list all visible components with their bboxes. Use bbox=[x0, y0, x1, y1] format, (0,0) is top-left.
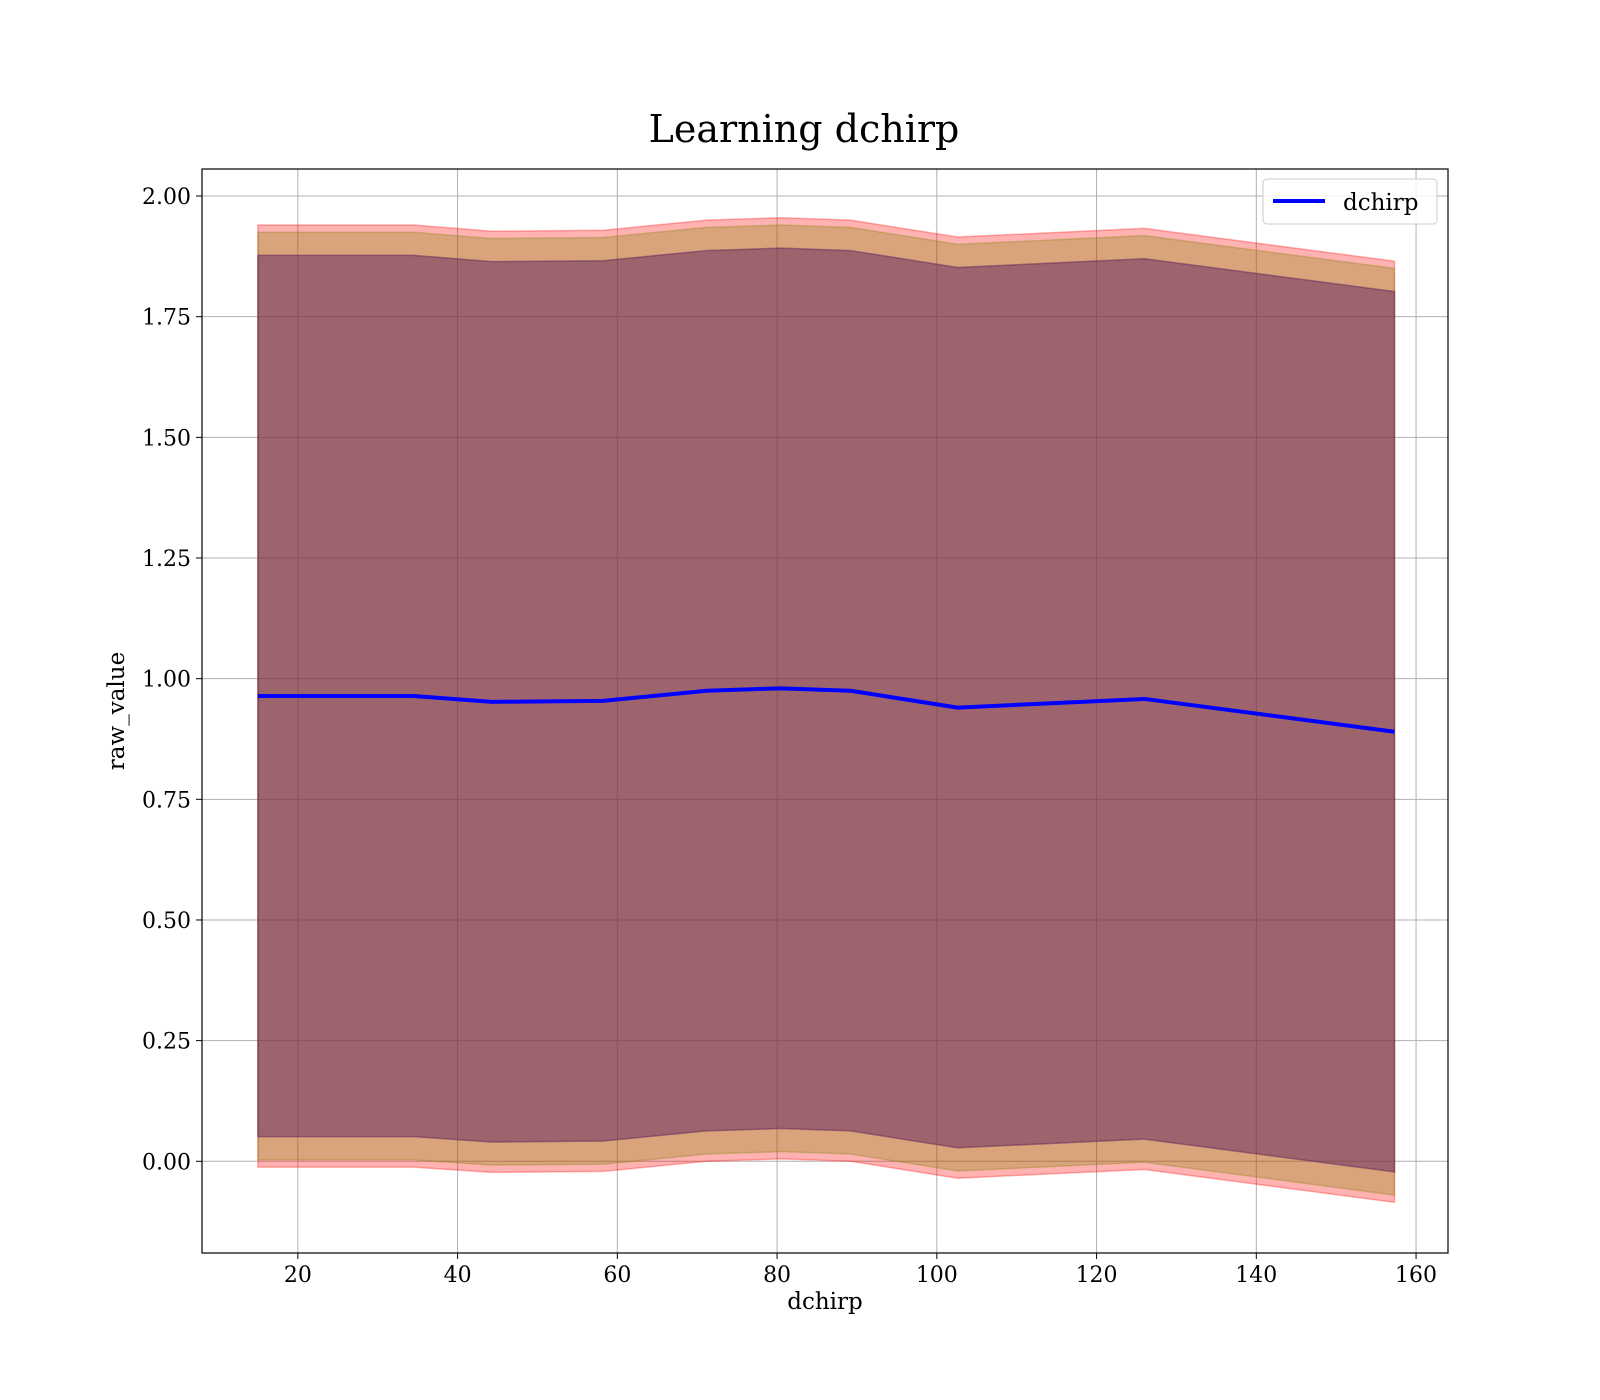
x-tick-label: 120 bbox=[1076, 1263, 1118, 1288]
y-tick-label: 0.50 bbox=[142, 909, 191, 934]
series-lines bbox=[257, 686, 1395, 734]
confidence-bands bbox=[257, 216, 1396, 1204]
x-axis-label: dchirp bbox=[787, 1289, 863, 1315]
x-tick-label: 100 bbox=[916, 1263, 958, 1288]
confidence-band bbox=[257, 247, 1396, 1173]
y-tick-label: 0.75 bbox=[142, 788, 191, 813]
confidence-band bbox=[257, 247, 1396, 1173]
x-tick-label: 80 bbox=[763, 1263, 791, 1288]
series-line-dchirp bbox=[257, 686, 1395, 734]
confidence-band bbox=[257, 216, 1396, 1204]
x-tick-label: 20 bbox=[284, 1263, 312, 1288]
legend-label-dchirp: dchirp bbox=[1343, 190, 1419, 216]
x-tick-label: 140 bbox=[1235, 1263, 1277, 1288]
grid bbox=[202, 169, 1448, 1253]
y-tick-label: 1.00 bbox=[142, 668, 191, 693]
confidence-band bbox=[257, 224, 1396, 1196]
legend-box bbox=[1262, 178, 1438, 225]
x-tick-label: 60 bbox=[603, 1263, 631, 1288]
y-tick-label: 2.00 bbox=[142, 185, 191, 210]
x-tick-label: 160 bbox=[1395, 1263, 1437, 1288]
y-tick-label: 1.50 bbox=[142, 426, 191, 451]
axis-ticks: 20 40 60 80 100 120 140 160 0.00 0.25 0.50 0.75 1.00… bbox=[142, 185, 1437, 1288]
y-tick-label: 1.25 bbox=[142, 547, 191, 572]
legend: dchirp bbox=[1262, 178, 1438, 225]
y-axis-label: raw_value bbox=[104, 652, 130, 770]
y-tick-label: 0.00 bbox=[142, 1150, 191, 1175]
plot-frame bbox=[201, 168, 1449, 1254]
y-tick-label: 1.75 bbox=[142, 306, 191, 331]
chart-title: Learning dchirp bbox=[649, 107, 960, 151]
y-tick-label: 0.25 bbox=[142, 1030, 191, 1055]
x-tick-label: 40 bbox=[444, 1263, 472, 1288]
